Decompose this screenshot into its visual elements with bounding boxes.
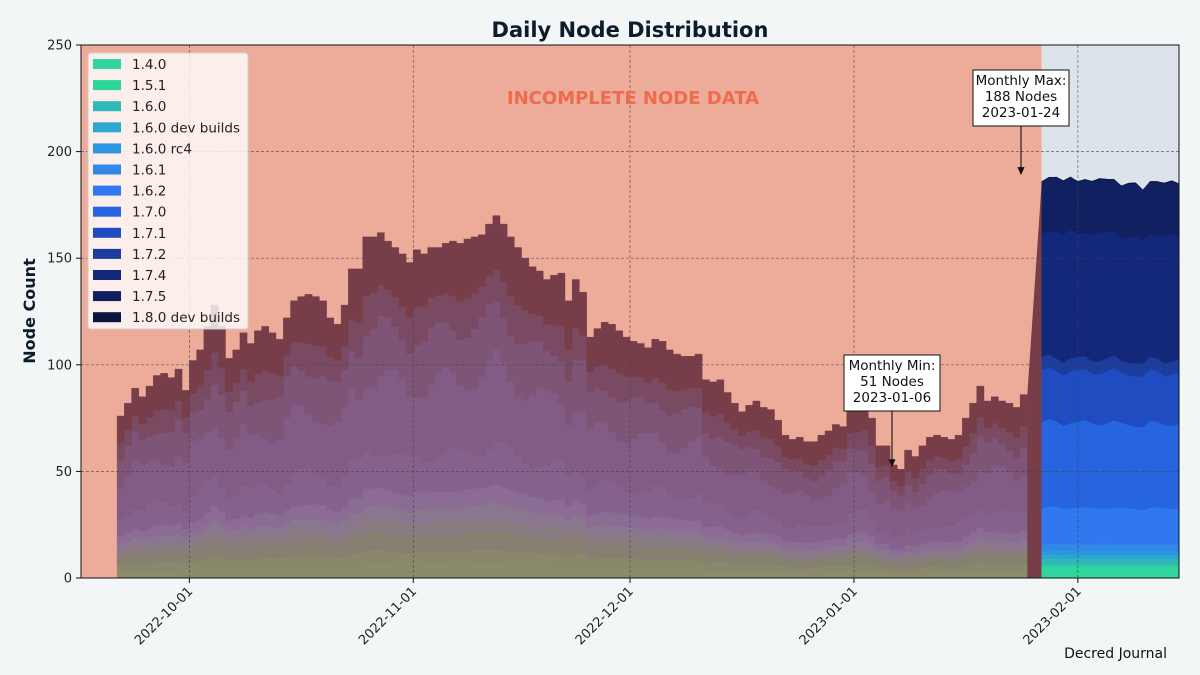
legend-entry: 1.7.0 <box>132 205 166 221</box>
area-layer-1-7-5 <box>1041 176 1180 242</box>
legend-swatch <box>93 270 121 280</box>
legend-swatch <box>93 291 121 302</box>
area-layer-1-6-1 <box>1041 543 1180 552</box>
legend-entry: 1.7.1 <box>132 226 166 242</box>
area-layer-1-6-2 <box>1041 506 1180 546</box>
legend-entry: 1.5.1 <box>132 78 166 94</box>
legend-swatch <box>93 312 121 323</box>
y-tick-label: 50 <box>55 465 72 480</box>
area-ramp <box>1027 181 1042 578</box>
legend-entry: 1.4.0 <box>132 57 166 73</box>
legend-entry: 1.6.0 <box>132 99 166 115</box>
y-tick-label: 0 <box>64 572 72 587</box>
annotation-line: 2023-01-24 <box>982 105 1060 121</box>
y-axis-ticks: 0 50 100 150 200 250 <box>47 39 81 587</box>
area-layer-1-7-4 <box>1041 229 1180 364</box>
y-tick-label: 200 <box>47 145 72 160</box>
annotation-box <box>972 69 1070 127</box>
y-tick-label: 150 <box>47 252 72 267</box>
grid-lines <box>81 45 1179 578</box>
legend-swatch <box>93 164 121 175</box>
area-layer-1-6-0 <box>1041 558 1180 566</box>
area-layer-1-6-0-dev-builds <box>1041 554 1180 560</box>
area-layer-1-5-1 <box>1041 564 1180 570</box>
legend-swatch <box>93 59 121 69</box>
annotation-line: 51 Nodes <box>860 374 924 390</box>
legend-box <box>87 52 249 330</box>
legend-entry: 1.6.1 <box>132 163 166 179</box>
legend-swatch <box>93 122 121 133</box>
incomplete-data-label: INCOMPLETE NODE DATA <box>507 88 759 109</box>
legend-swatch <box>93 143 121 154</box>
legend-entry: 1.6.2 <box>132 184 166 200</box>
legend-swatch <box>93 227 121 238</box>
annotation-line: 188 Nodes <box>985 89 1057 105</box>
legend-entry: 1.6.0 dev builds <box>132 120 240 136</box>
y-axis-label: Node Count <box>20 258 39 364</box>
legend-entry: 1.6.0 rc4 <box>132 141 192 157</box>
legend-swatch <box>93 248 121 259</box>
y-tick-label: 250 <box>47 39 72 54</box>
legend-entry: 1.7.5 <box>132 289 166 305</box>
legend-swatch <box>93 206 121 217</box>
area-layer-incomplete-10 <box>116 215 1028 486</box>
area-layer-1-4-0 <box>1041 569 1180 579</box>
legend-entry: 1.7.2 <box>132 247 166 263</box>
annotation-arrow-head <box>888 459 896 468</box>
legend-swatch <box>93 185 121 196</box>
annotation-line: 2023-01-06 <box>853 390 931 406</box>
credit-text: Decred Journal <box>1064 646 1167 662</box>
annotation-box <box>843 354 941 412</box>
chart-title: Daily Node Distribution <box>492 18 769 42</box>
legend: 1.4.0 1.5.1 1.6.0 1.6.0 dev builds 1.6.0 rc4… <box>87 52 249 330</box>
annotation-line: Monthly Max: <box>976 73 1067 89</box>
legend-entry: 1.7.4 <box>132 268 166 284</box>
annotation-line: Monthly Min: <box>849 358 936 374</box>
y-tick-label: 100 <box>47 358 72 373</box>
area-layer-1-7-0 <box>1041 418 1180 511</box>
area-layer-1-6-0-rc4 <box>1041 549 1180 556</box>
legend-entry: 1.8.0 dev builds <box>132 310 240 326</box>
area-layer-1-7-1 <box>1041 366 1180 428</box>
annotation-arrow-head <box>1017 167 1025 176</box>
legend-swatch <box>93 80 121 91</box>
legend-swatch <box>93 101 121 112</box>
